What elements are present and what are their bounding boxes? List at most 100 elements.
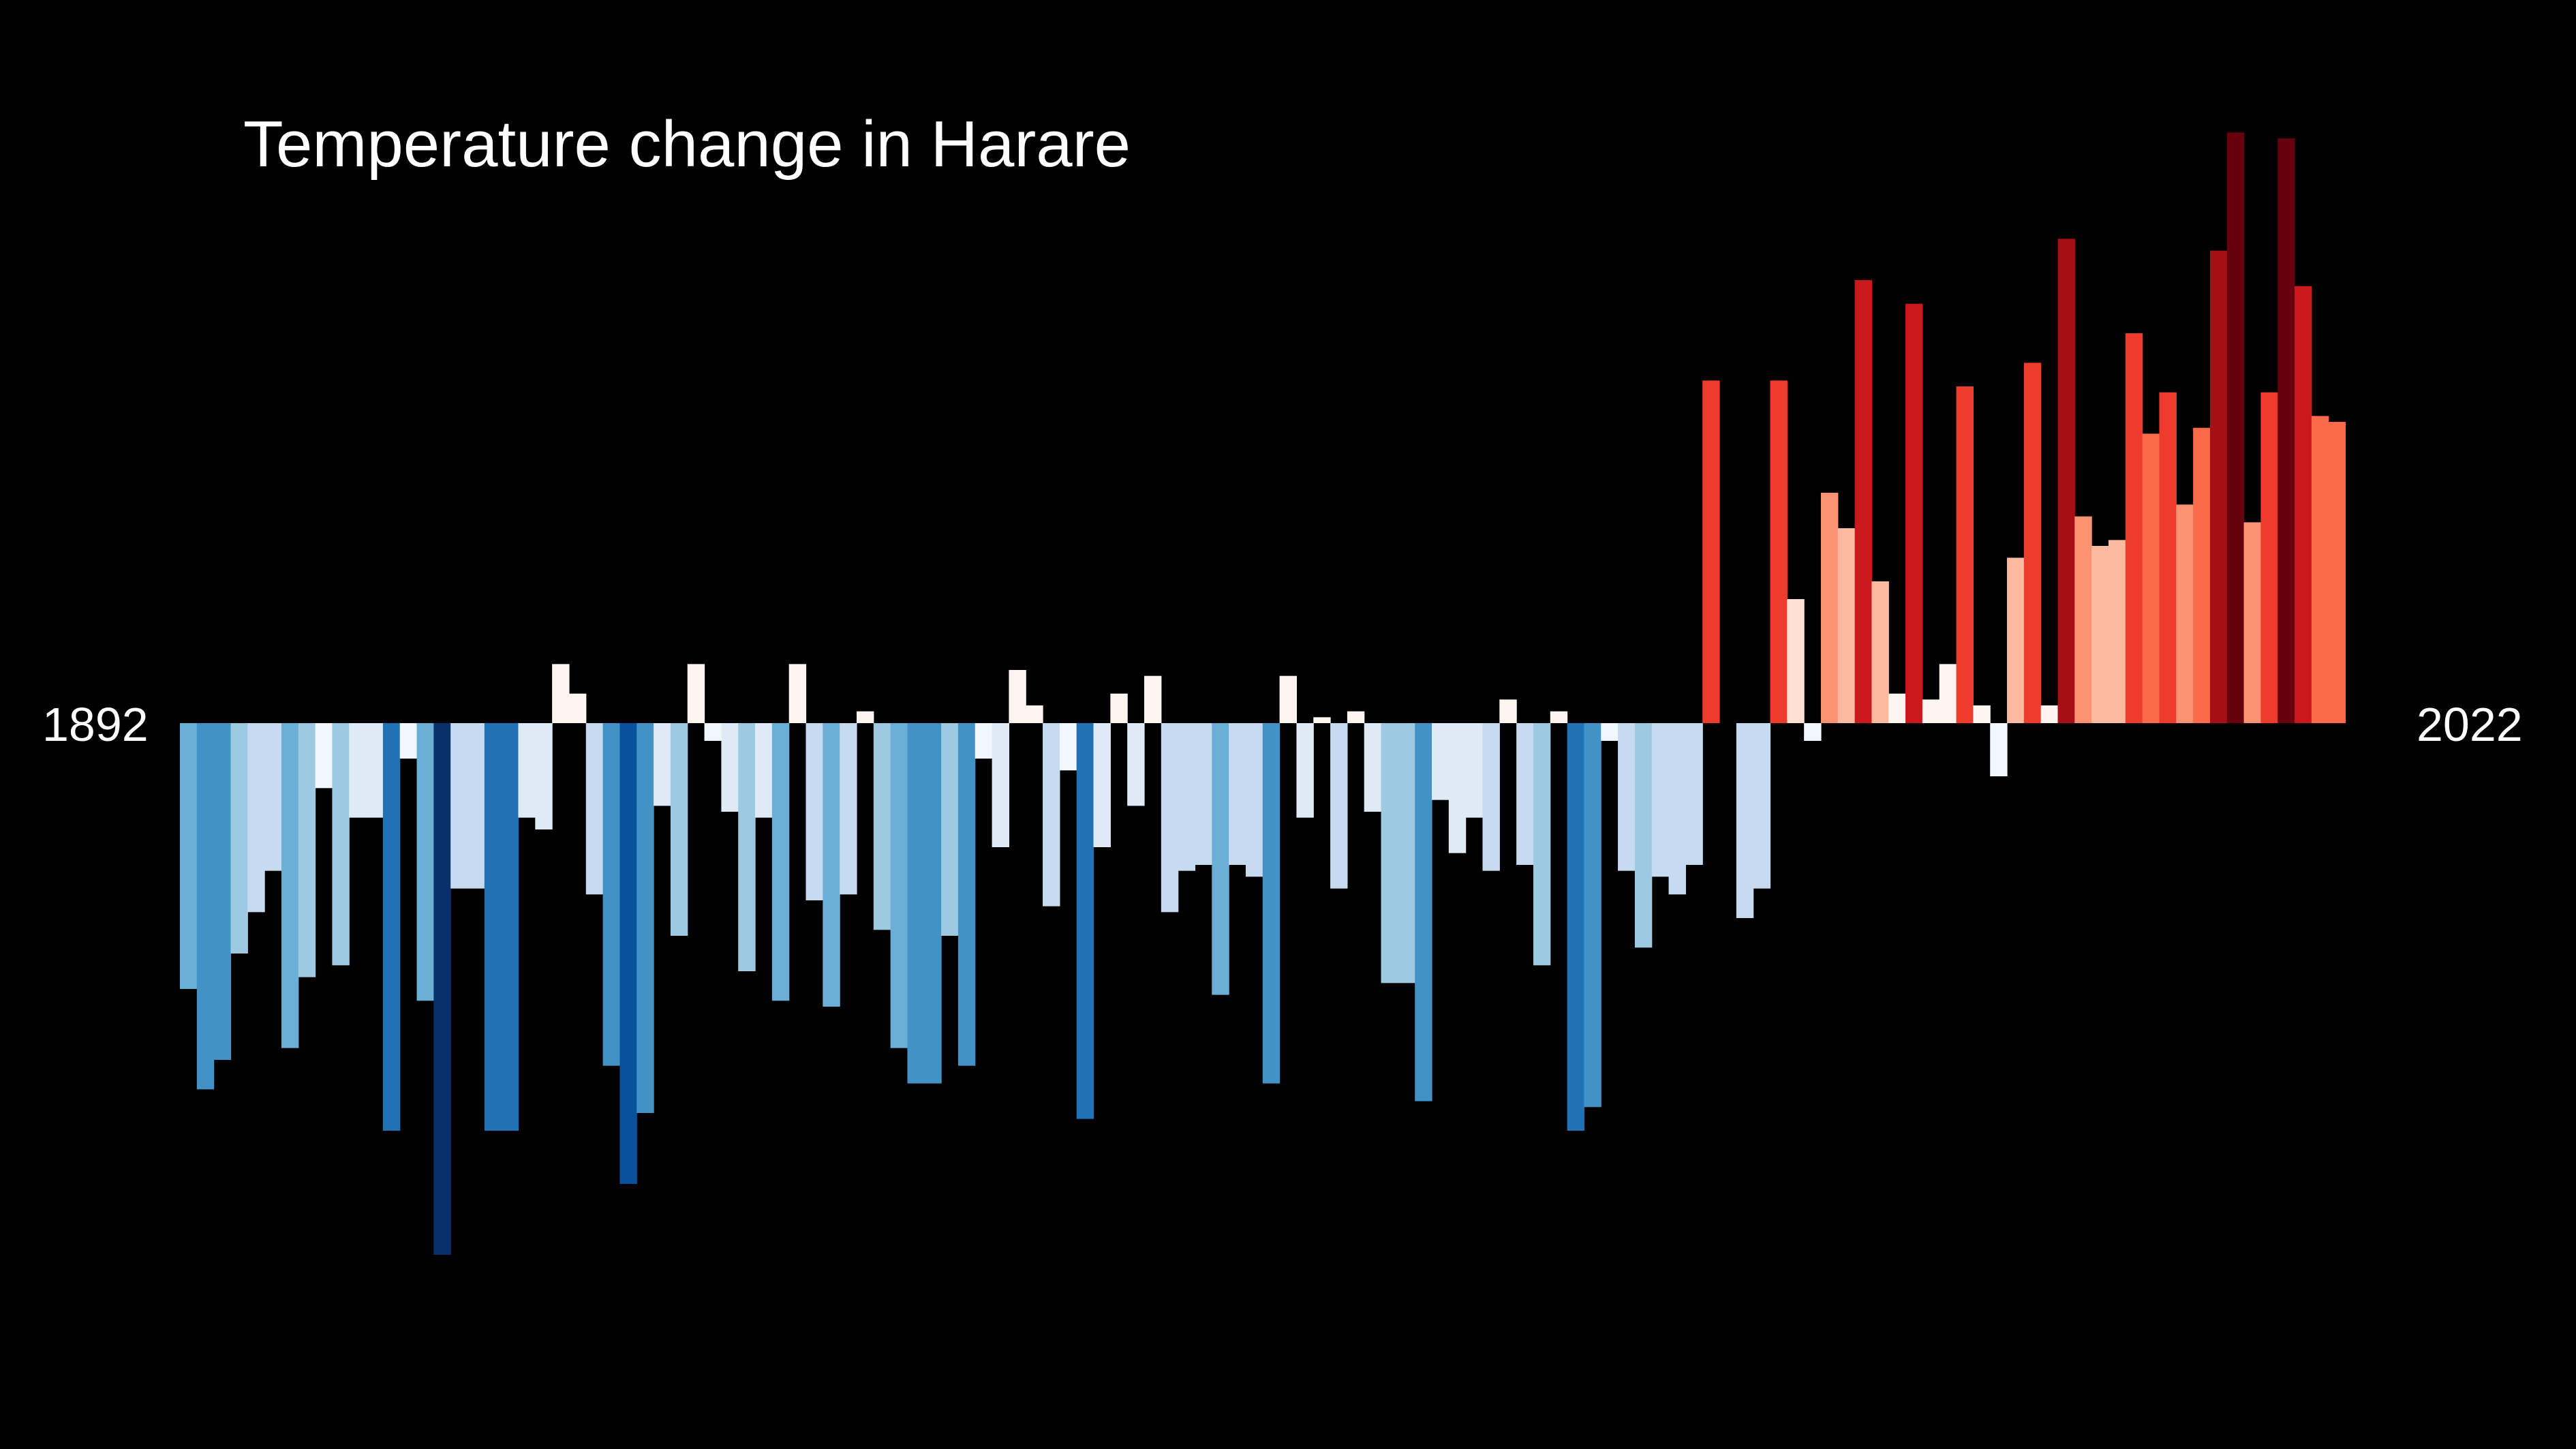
bar-1924 [721, 723, 739, 812]
chart-title: Temperature change in Harare [243, 108, 1131, 181]
bar-1984 [1736, 723, 1754, 918]
bar-2007 [2125, 333, 2143, 723]
bar-1909 [467, 723, 485, 889]
bar-1985 [1753, 723, 1771, 889]
bar-1938 [957, 723, 976, 1066]
bar-1974 [1567, 723, 1585, 1131]
bar-1894 [213, 723, 232, 1060]
bar-2004 [2074, 516, 2092, 723]
bar-2009 [2159, 392, 2177, 723]
bar-1906 [416, 723, 434, 1001]
bar-2002 [2040, 705, 2059, 723]
bar-2017 [2295, 286, 2312, 723]
bar-1923 [704, 723, 722, 741]
bar-1999 [1990, 723, 2008, 776]
bar-1921 [670, 723, 688, 936]
bar-1926 [755, 723, 773, 818]
bar-1932 [856, 711, 874, 723]
bar-2011 [2193, 427, 2211, 723]
bar-1958 [1296, 723, 1314, 818]
bar-1948 [1127, 723, 1145, 806]
bar-1986 [1770, 380, 1788, 723]
bar-1910 [484, 723, 502, 1131]
bar-1912 [518, 723, 536, 818]
bar-1952 [1195, 723, 1212, 865]
bar-1962 [1364, 723, 1382, 812]
bar-1903 [366, 723, 384, 818]
bar-1942 [1026, 705, 1043, 723]
bar-2018 [2311, 416, 2329, 723]
bar-1982 [1702, 380, 1720, 723]
bar-1968 [1465, 723, 1484, 818]
bar-1896 [247, 723, 265, 913]
bar-1977 [1618, 723, 1636, 871]
bar-1949 [1144, 675, 1162, 723]
bar-1907 [433, 723, 451, 1255]
bar-1960 [1330, 723, 1348, 889]
bar-1961 [1347, 711, 1365, 723]
bar-group [180, 132, 2346, 1255]
bar-1918 [619, 723, 637, 1184]
bar-1898 [281, 723, 299, 1048]
bar-1930 [823, 723, 840, 1007]
bar-1994 [1905, 303, 1923, 723]
bar-1970 [1499, 699, 1517, 723]
bar-2014 [2243, 522, 2261, 723]
bar-2005 [2091, 546, 2109, 723]
bar-1964 [1398, 723, 1415, 983]
bar-1996 [1939, 664, 1957, 723]
bar-2001 [2023, 363, 2042, 723]
bar-1931 [840, 723, 857, 895]
bar-1937 [941, 723, 959, 936]
bar-1897 [264, 723, 282, 871]
bar-1946 [1093, 723, 1111, 847]
bar-2003 [2057, 239, 2075, 724]
bar-2013 [2226, 132, 2245, 723]
bar-1922 [687, 664, 705, 723]
bar-1911 [501, 723, 519, 1131]
bar-1919 [637, 723, 654, 1113]
bar-1990 [1837, 528, 1856, 723]
bar-1971 [1516, 723, 1534, 865]
bar-1944 [1059, 723, 1077, 771]
bar-2000 [2007, 558, 2025, 723]
bar-1892 [180, 723, 198, 989]
bar-2010 [2176, 504, 2194, 723]
bar-1991 [1854, 280, 1873, 723]
bar-1916 [585, 723, 604, 895]
bar-1913 [535, 723, 553, 829]
bar-1936 [924, 723, 942, 1084]
bar-2012 [2209, 250, 2228, 723]
bar-1989 [1820, 493, 1839, 723]
bar-2008 [2142, 433, 2160, 723]
bar-1941 [1009, 670, 1026, 723]
bar-1954 [1229, 723, 1246, 865]
bar-2015 [2260, 392, 2278, 723]
bar-1967 [1448, 723, 1467, 853]
bar-2019 [2328, 422, 2346, 723]
bar-1945 [1076, 723, 1094, 1119]
bar-1928 [788, 664, 807, 723]
bar-1905 [399, 723, 418, 759]
bar-1963 [1381, 723, 1398, 983]
bar-1957 [1279, 675, 1298, 723]
bar-1935 [907, 723, 925, 1084]
bar-1933 [873, 723, 891, 930]
bar-1934 [890, 723, 908, 1048]
bar-1953 [1212, 723, 1229, 995]
bar-1969 [1482, 723, 1500, 871]
end-year-label: 2022 [2417, 698, 2523, 751]
bar-1981 [1685, 723, 1703, 865]
bar-1914 [552, 664, 570, 723]
bar-1959 [1313, 717, 1331, 723]
bar-1925 [738, 723, 756, 971]
bar-1951 [1178, 723, 1196, 871]
bar-1917 [602, 723, 621, 1066]
bar-1997 [1956, 386, 1974, 723]
bar-1899 [298, 723, 316, 977]
bar-1992 [1871, 581, 1889, 723]
bar-1939 [975, 723, 993, 759]
bar-1901 [332, 723, 350, 966]
